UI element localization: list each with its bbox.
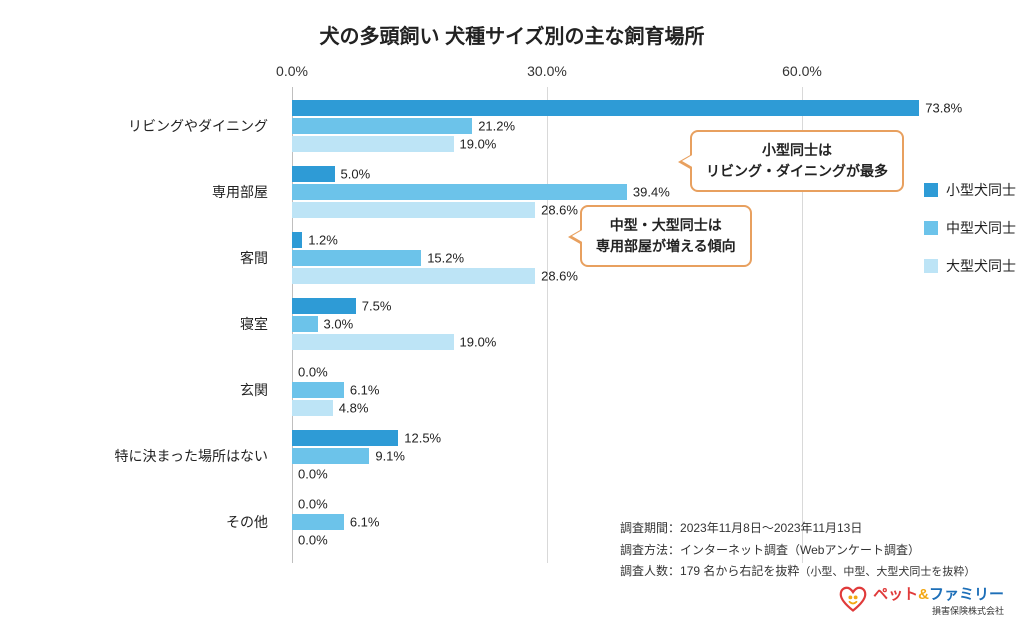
- category-label: リビングやダイニング: [32, 116, 280, 136]
- legend-label: 小型犬同士: [946, 180, 1016, 200]
- bar-value-label: 0.0%: [298, 533, 328, 548]
- legend-item: 中型犬同士: [924, 218, 1016, 238]
- bar-value-label: 73.8%: [925, 101, 962, 116]
- bar: [292, 202, 535, 218]
- bar-value-label: 9.1%: [375, 449, 405, 464]
- bar: [292, 166, 335, 182]
- category-label: 専用部屋: [32, 182, 280, 202]
- legend-label: 大型犬同士: [946, 256, 1016, 276]
- survey-meta: 調査期間：2023年11月8日～2023年11月13日 調査方法：インターネット…: [620, 518, 975, 583]
- legend-item: 大型犬同士: [924, 256, 1016, 276]
- bar-value-label: 6.1%: [350, 515, 380, 530]
- legend-item: 小型犬同士: [924, 180, 1016, 200]
- category-group: 特に決まった場所はない 12.5% 9.1% 0.0%: [32, 423, 992, 489]
- brand-logo: ペット&ファミリー 損害保険株式会社: [839, 583, 1004, 617]
- chart-container: 犬の多頭飼い 犬種サイズ別の主な飼育場所 0.0% 30.0% 60.0% リビング…: [0, 0, 1024, 623]
- bar-value-label: 19.0%: [460, 335, 497, 350]
- bar: [292, 250, 421, 266]
- bar-value-label: 28.6%: [541, 203, 578, 218]
- chart-title: 犬の多頭飼い 犬種サイズ別の主な飼育場所: [24, 20, 1000, 49]
- category-label: 特に決まった場所はない: [32, 446, 280, 466]
- meta-count: 調査人数：179 名から右記を抜粋（小型、中型、大型犬同士を抜粋）: [620, 561, 975, 583]
- bar: [292, 316, 318, 332]
- bar-value-label: 7.5%: [362, 299, 392, 314]
- legend-swatch: [924, 259, 938, 273]
- callout-tail-inner: [682, 154, 694, 168]
- bar: [292, 298, 356, 314]
- bar-value-label: 0.0%: [298, 365, 328, 380]
- bar: [292, 448, 369, 464]
- bar-value-label: 19.0%: [460, 137, 497, 152]
- bar-value-label: 0.0%: [298, 467, 328, 482]
- bar-value-label: 12.5%: [404, 431, 441, 446]
- legend-swatch: [924, 183, 938, 197]
- bar-value-label: 1.2%: [308, 233, 338, 248]
- category-label: 客間: [32, 248, 280, 268]
- logo-text-block: ペット&ファミリー 損害保険株式会社: [873, 583, 1004, 617]
- heart-icon: [839, 586, 867, 614]
- bar: [292, 400, 333, 416]
- bar-value-label: 39.4%: [633, 185, 670, 200]
- x-tick-label: 60.0%: [782, 63, 822, 79]
- meta-method: 調査方法：インターネット調査（Webアンケート調査）: [620, 540, 975, 562]
- callout: 小型同士はリビング・ダイニングが最多: [690, 130, 904, 192]
- bar-value-label: 21.2%: [478, 119, 515, 134]
- bar-value-label: 28.6%: [541, 269, 578, 284]
- bar: [292, 334, 454, 350]
- x-tick-label: 30.0%: [527, 63, 567, 79]
- category-group: 客間 1.2% 15.2% 28.6%: [32, 225, 992, 291]
- bar-value-label: 4.8%: [339, 401, 369, 416]
- x-tick-label: 0.0%: [276, 63, 308, 79]
- bar: [292, 100, 919, 116]
- meta-period: 調査期間：2023年11月8日～2023年11月13日: [620, 518, 975, 540]
- bar: [292, 382, 344, 398]
- logo-subtext: 損害保険株式会社: [932, 604, 1004, 617]
- callout: 中型・大型同士は専用部屋が増える傾向: [580, 205, 752, 267]
- legend-swatch: [924, 221, 938, 235]
- bar: [292, 268, 535, 284]
- bar-value-label: 5.0%: [341, 167, 371, 182]
- bar-value-label: 0.0%: [298, 497, 328, 512]
- bar-value-label: 6.1%: [350, 383, 380, 398]
- bar: [292, 430, 398, 446]
- category-group: 寝室 7.5% 3.0% 19.0%: [32, 291, 992, 357]
- category-group: 玄関 0.0% 6.1% 4.8%: [32, 357, 992, 423]
- bar: [292, 118, 472, 134]
- bar-value-label: 15.2%: [427, 251, 464, 266]
- category-label: 玄関: [32, 380, 280, 400]
- legend-label: 中型犬同士: [946, 218, 1016, 238]
- bar: [292, 232, 302, 248]
- bar-value-label: 3.0%: [324, 317, 354, 332]
- x-axis-labels: 0.0% 30.0% 60.0%: [32, 63, 992, 83]
- category-label: その他: [32, 512, 280, 532]
- logo-text: ペット&ファミリー: [873, 583, 1004, 604]
- bar: [292, 184, 627, 200]
- bar: [292, 136, 454, 152]
- legend: 小型犬同士中型犬同士大型犬同士: [924, 180, 1016, 294]
- category-label: 寝室: [32, 314, 280, 334]
- callout-tail-inner: [572, 229, 584, 243]
- bar: [292, 514, 344, 530]
